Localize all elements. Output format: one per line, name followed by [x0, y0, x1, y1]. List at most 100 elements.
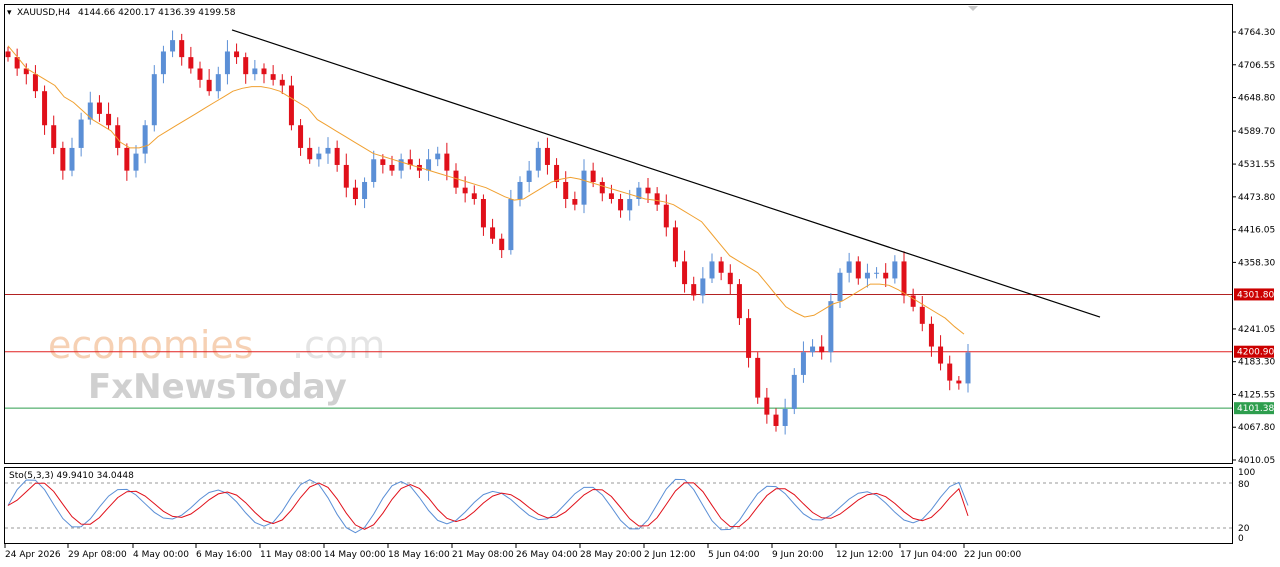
time-tick-label: 6 May 16:00 — [196, 550, 252, 560]
candle-body — [618, 199, 624, 211]
candle-body — [499, 238, 505, 251]
time-axis: 24 Apr 2026 29 Apr 08:00 4 May 00:00 6 May … — [4, 544, 1021, 560]
price-tick-label: 4589.70 — [1238, 127, 1275, 137]
candle-body — [435, 153, 441, 160]
candle-body — [224, 51, 230, 75]
candles-group — [5, 30, 971, 435]
candle-body — [343, 164, 349, 188]
price-tick-label: 4067.80 — [1238, 423, 1275, 433]
time-tick-label: 22 Jun 00:00 — [964, 550, 1021, 560]
candle-body — [206, 79, 212, 92]
candle-body — [919, 306, 925, 324]
candle-body — [407, 159, 413, 165]
candle-body — [535, 147, 541, 171]
time-tick-label: 5 Jun 04:00 — [708, 550, 760, 560]
candle-body — [956, 380, 962, 384]
candle-body — [188, 57, 194, 69]
candle-body — [928, 323, 934, 347]
candle-body — [544, 147, 550, 165]
candle-body — [398, 159, 404, 171]
candle-body — [444, 153, 450, 171]
candle-body — [371, 159, 377, 182]
candle-body — [563, 181, 569, 200]
stochastic-signal-line — [7, 482, 969, 530]
watermark-fxnewstoday: FxNewsToday — [88, 367, 347, 407]
time-tick-label: 9 Jun 20:00 — [772, 550, 824, 560]
candle-body — [352, 187, 358, 200]
candle-body — [627, 199, 633, 211]
price-tick-label: 4358.30 — [1238, 258, 1275, 268]
candle-body — [718, 261, 724, 273]
candle-body — [325, 147, 331, 154]
candle-body — [837, 272, 843, 302]
time-tick-label: 4 May 00:00 — [133, 550, 189, 560]
candle-body — [243, 57, 249, 75]
candle-body — [170, 40, 176, 52]
candle-body — [508, 199, 514, 251]
candle-body — [362, 181, 368, 200]
candle-body — [69, 147, 75, 171]
candle-body — [462, 187, 468, 194]
candle-body — [142, 125, 148, 154]
collapse-arrow-icon[interactable]: ▾ — [7, 8, 12, 18]
time-tick-label: 24 Apr 2026 — [5, 550, 61, 560]
candle-body — [334, 147, 340, 165]
candle-body — [133, 153, 139, 171]
stoch-tick-label: 0 — [1238, 534, 1244, 544]
time-tick-label: 14 May 00:00 — [324, 550, 386, 560]
candle-body — [453, 170, 459, 188]
price-tick-label: 4010.05 — [1238, 456, 1275, 466]
candle-body — [197, 68, 203, 80]
candle-body — [554, 164, 560, 182]
candle-body — [115, 125, 121, 148]
candle-body — [709, 261, 715, 279]
candle-body — [32, 74, 38, 92]
candle-body — [855, 261, 861, 279]
candle-body — [608, 193, 614, 200]
moving-average-line — [7, 45, 965, 335]
candle-body — [810, 346, 816, 353]
price-tick-label: 4706.55 — [1238, 61, 1275, 71]
candle-body — [215, 74, 221, 92]
candle-body — [526, 170, 532, 182]
candle-body — [480, 199, 486, 228]
candle-body — [471, 193, 477, 200]
candle-body — [938, 346, 944, 364]
candle-body — [234, 51, 240, 58]
candle-body — [380, 159, 386, 165]
candle-body — [517, 181, 523, 200]
stoch-tick-label: 100 — [1238, 468, 1255, 478]
candle-body — [846, 261, 852, 273]
stochastic-axis: 100 80 200 — [1238, 468, 1255, 544]
candle-body — [252, 68, 258, 75]
candle-body — [179, 40, 185, 58]
stoch-tick-label: 80 — [1238, 480, 1250, 490]
candle-body — [727, 272, 733, 285]
candle-body — [14, 57, 20, 69]
candle-body — [307, 147, 313, 160]
candle-body — [645, 187, 651, 194]
stochastic-label: Sto(5,3,3) 49.9410 34.0448 — [9, 471, 134, 481]
candle-body — [773, 414, 779, 426]
candle-body — [279, 79, 285, 86]
candle-body — [800, 352, 806, 375]
candle-body — [736, 284, 742, 319]
candle-body — [782, 408, 788, 426]
time-tick-label: 29 Apr 08:00 — [68, 550, 127, 560]
candle-body — [663, 204, 669, 228]
ohlc-values: 4144.66 4200.17 4136.39 4199.58 — [78, 8, 236, 18]
price-tick-label: 4531.55 — [1238, 160, 1275, 170]
price-tick-label: 4473.80 — [1238, 193, 1275, 203]
candle-body — [901, 261, 907, 296]
candle-body — [389, 164, 395, 171]
candle-body — [23, 68, 29, 75]
price-tick-label: 4648.80 — [1238, 94, 1275, 104]
candle-body — [791, 374, 797, 409]
stochastic-main-line — [7, 478, 969, 534]
candle-body — [106, 113, 112, 126]
symbol-label: XAUUSD,H4 — [17, 8, 71, 18]
candle-body — [682, 261, 688, 285]
candle-body — [654, 193, 660, 205]
downtrend-line[interactable] — [231, 29, 1101, 318]
